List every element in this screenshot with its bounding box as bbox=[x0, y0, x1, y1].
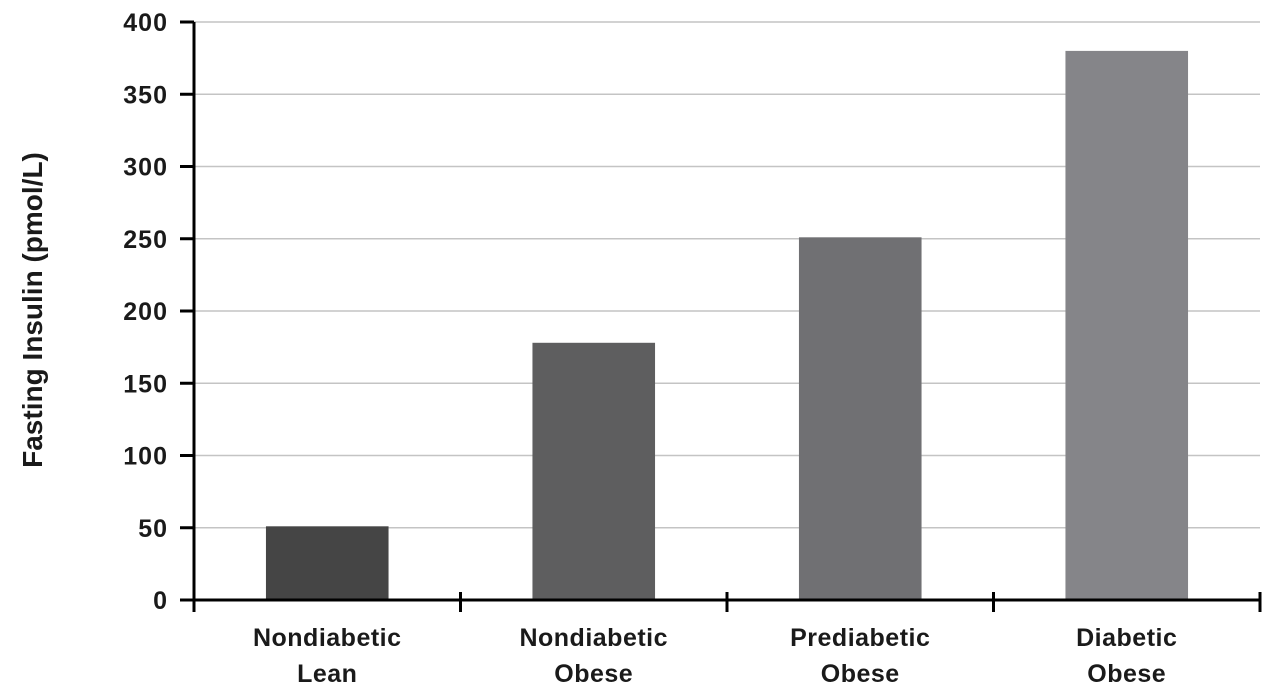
y-tick-label: 100 bbox=[123, 443, 168, 471]
y-tick-label: 0 bbox=[153, 587, 168, 615]
y-tick-label: 350 bbox=[123, 81, 168, 109]
bar bbox=[265, 526, 389, 600]
y-tick-label: 400 bbox=[123, 9, 168, 37]
x-tick-label-line: Nondiabetic bbox=[519, 624, 668, 652]
bars bbox=[265, 50, 1189, 600]
x-tick-label-line: Diabetic bbox=[1076, 624, 1177, 652]
gridlines bbox=[194, 21, 1260, 529]
y-tick-label: 300 bbox=[123, 154, 168, 182]
y-tick-label: 150 bbox=[123, 370, 168, 398]
x-tick-label: Diabetic Obese bbox=[1076, 624, 1177, 688]
y-ticks: 0 50 100 150 200 250 300 350 400 bbox=[123, 9, 194, 615]
y-axis-title: Fasting Insulin (pmol/L) bbox=[17, 152, 48, 468]
x-tick-label-line: Nondiabetic bbox=[253, 624, 402, 652]
bar bbox=[1065, 50, 1189, 600]
x-tick-label: Nondiabetic Lean bbox=[253, 624, 402, 688]
bar bbox=[532, 342, 656, 600]
x-tick-label-line: Prediabetic bbox=[790, 624, 930, 652]
x-tick-label: Nondiabetic Obese bbox=[519, 624, 668, 688]
x-tick-label-line: Lean bbox=[297, 660, 357, 688]
y-tick-label: 250 bbox=[123, 226, 168, 254]
bar bbox=[798, 237, 922, 600]
x-tick-label: Prediabetic Obese bbox=[790, 624, 930, 688]
y-tick-label: 200 bbox=[123, 298, 168, 326]
x-tick-label-line: Obese bbox=[554, 660, 633, 688]
x-tick-label-line: Obese bbox=[821, 660, 900, 688]
x-tick-label-line: Obese bbox=[1087, 660, 1166, 688]
y-tick-label: 50 bbox=[138, 515, 168, 543]
